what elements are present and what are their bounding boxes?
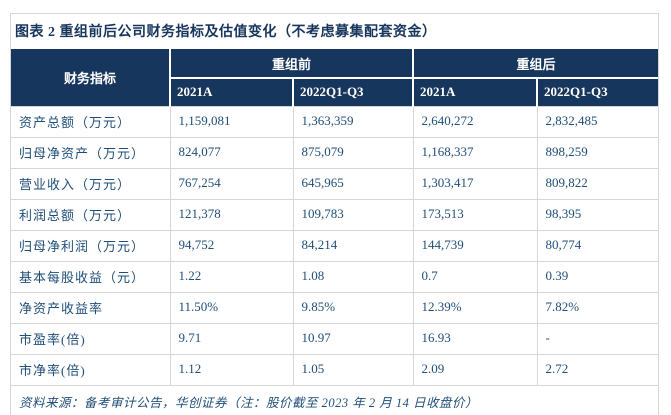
table-row: 归母净利润（万元） 94,752 84,214 144,739 80,774	[11, 229, 658, 261]
cell-value: 645,965	[293, 167, 414, 199]
row-label: 市盈率(倍)	[11, 322, 171, 354]
table-row: 归母净资产（万元） 824,077 875,079 1,168,337 898,259	[11, 136, 658, 168]
cell-value: 809,822	[537, 167, 658, 199]
cell-value: 1,303,417	[413, 167, 538, 199]
cell-value: 173,513	[413, 198, 538, 230]
table-header: 财务指标 重组前 重组后 2021A 2022Q1-Q3 2021A 2022Q…	[11, 49, 658, 106]
row-label: 市净率(倍)	[11, 353, 171, 385]
cell-value: 1,159,081	[170, 105, 294, 137]
cell-value: 1.05	[293, 353, 414, 385]
row-label: 归母净利润（万元）	[11, 229, 171, 261]
cell-value: 0.7	[413, 260, 538, 292]
cell-value: 767,254	[170, 167, 294, 199]
financial-table: 财务指标 重组前 重组后 2021A 2022Q1-Q3 2021A 2022Q…	[11, 49, 658, 415]
cell-value: 16.93	[413, 322, 538, 354]
row-label: 净资产收益率	[11, 291, 171, 323]
group-header-pre-merger: 重组前	[170, 49, 415, 79]
table-row: 市盈率(倍) 9.71 10.97 16.93-	[11, 322, 658, 354]
source-note: 资料来源：备考审计公告，华创证券（注：股价截至 2023 年 2 月 14 日收…	[11, 384, 658, 415]
cell-value: 98,395	[537, 198, 658, 230]
col-header-pre-2021a: 2021A	[170, 78, 294, 106]
cell-value: 94,752	[170, 229, 294, 261]
col-header-pre-2022q1q3: 2022Q1-Q3	[293, 78, 415, 106]
row-label: 利润总额（万元）	[11, 198, 171, 230]
cell-value: 109,783	[293, 198, 414, 230]
cell-value: 1,363,359	[293, 105, 414, 137]
cell-value: 2,640,272	[413, 105, 538, 137]
cell-value: 875,079	[293, 136, 414, 168]
cell-value: 11.50%	[170, 291, 294, 323]
cell-value: 898,259	[537, 136, 658, 168]
header-group-row: 财务指标 重组前 重组后	[11, 49, 658, 106]
row-label: 营业收入（万元）	[11, 167, 171, 199]
cell-value: 2,832,485	[537, 105, 658, 137]
cell-value: -	[537, 322, 658, 354]
corner-header: 财务指标	[11, 49, 171, 106]
cell-value: 7.82%	[537, 291, 658, 323]
cell-value: 1.12	[170, 353, 294, 385]
row-label: 基本每股收益（元）	[11, 260, 171, 292]
cell-value: 1,168,337	[413, 136, 538, 168]
source-row: 资料来源：备考审计公告，华创证券（注：股价截至 2023 年 2 月 14 日收…	[11, 384, 658, 415]
cell-value: 0.39	[537, 260, 658, 292]
table-row: 营业收入（万元） 767,254 645,965 1,303,417 809,822	[11, 167, 658, 199]
table-row: 市净率(倍) 1.12 1.05 2.09 2.72	[11, 353, 658, 385]
col-header-post-2021a: 2021A	[413, 78, 539, 106]
cell-value: 1.08	[293, 260, 414, 292]
figure-title: 图表 2 重组前后公司财务指标及估值变化（不考虑募集配套资金）	[15, 25, 437, 40]
table-row: 资产总额（万元） 1,159,081 1,363,359 2,640,272 2,832…	[11, 105, 658, 137]
figure-box: 图表 2 重组前后公司财务指标及估值变化（不考虑募集配套资金） 财务指标 重组前…	[10, 13, 659, 415]
cell-value: 1.22	[170, 260, 294, 292]
cell-value: 84,214	[293, 229, 414, 261]
table-footer: 资料来源：备考审计公告，华创证券（注：股价截至 2023 年 2 月 14 日收…	[11, 384, 658, 415]
cell-value: 2.72	[537, 353, 658, 385]
cell-value: 10.97	[293, 322, 414, 354]
row-label: 归母净资产（万元）	[11, 136, 171, 168]
table-row: 基本每股收益（元） 1.22 1.08 0.7 0.39	[11, 260, 658, 292]
group-header-post-merger: 重组后	[413, 49, 658, 79]
cell-value: 144,739	[413, 229, 538, 261]
table-row: 净资产收益率 11.50% 9.85% 12.39% 7.82%	[11, 291, 658, 323]
cell-value: 80,774	[537, 229, 658, 261]
cell-value: 2.09	[413, 353, 538, 385]
cell-value: 9.71	[170, 322, 294, 354]
row-label: 资产总额（万元）	[11, 105, 171, 137]
table-body: 资产总额（万元） 1,159,081 1,363,359 2,640,272 2,832…	[11, 105, 658, 385]
cell-value: 121,378	[170, 198, 294, 230]
cell-value: 12.39%	[413, 291, 538, 323]
table-row: 利润总额（万元） 121,378 109,783 173,513 98,395	[11, 198, 658, 230]
col-header-post-2022q1q3: 2022Q1-Q3	[537, 78, 658, 106]
cell-value: 9.85%	[293, 291, 414, 323]
header-period-row: 2021A 2022Q1-Q3 2021A 2022Q1-Q3	[11, 78, 658, 106]
cell-value: 824,077	[170, 136, 294, 168]
